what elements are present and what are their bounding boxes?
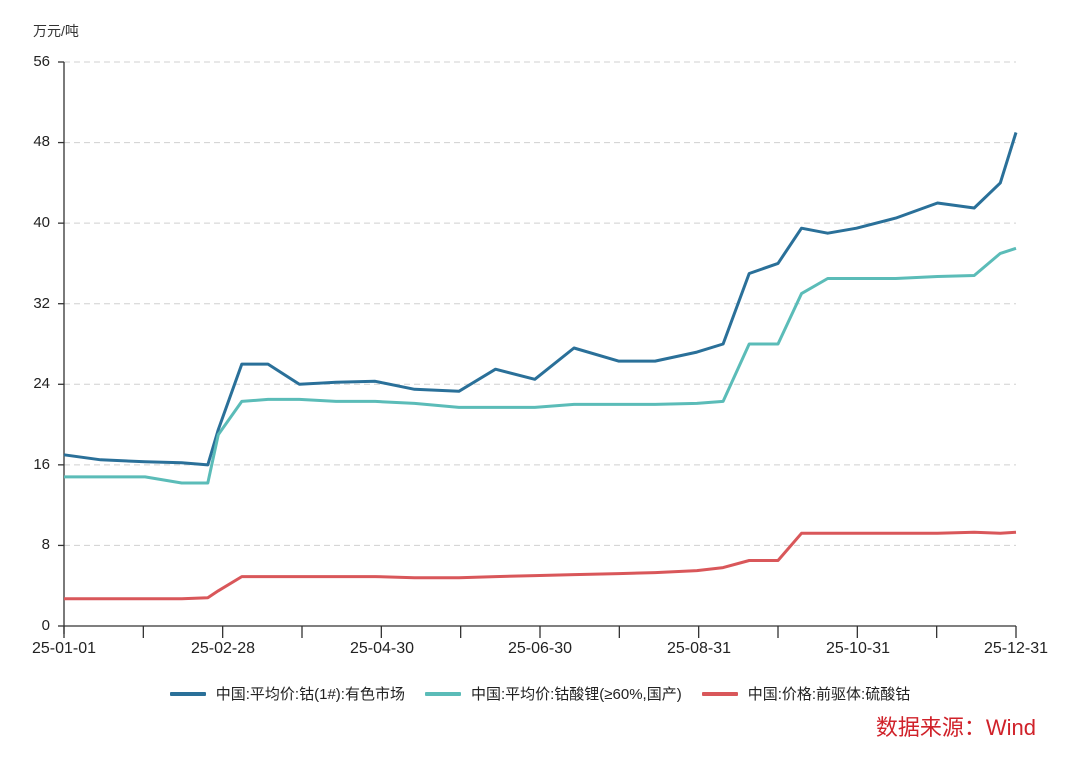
- y-tick-label: 0: [41, 617, 50, 634]
- legend-swatch-icon: [169, 691, 206, 696]
- legend-label: 中国:平均价:钴(1#):有色市场: [215, 686, 405, 703]
- legend-swatch-icon: [701, 691, 738, 696]
- y-tick-label: 8: [41, 536, 50, 553]
- legend-item-cobalt[interactable]: 中国:平均价:钴(1#):有色市场: [169, 683, 405, 704]
- y-tick-label: 24: [33, 375, 50, 392]
- data-lines: [63, 132, 1018, 601]
- series-line: [63, 132, 1018, 467]
- y-tick-label: 40: [33, 214, 50, 231]
- chart-legend: 中国:平均价:钴(1#):有色市场 中国:平均价:钴酸锂(≥60%,国产) 中国…: [0, 683, 1080, 704]
- y-tick-label: 48: [33, 133, 50, 150]
- x-tick-label: 25-08-31: [666, 640, 732, 657]
- gridlines: [64, 61, 1016, 546]
- legend-item-cobalt-sulfate[interactable]: 中国:价格:前驱体:硫酸钴: [701, 683, 911, 704]
- y-tick-label: 56: [33, 53, 50, 70]
- x-tick-label: 25-06-30: [507, 640, 573, 657]
- y-tick-label: 16: [33, 456, 50, 473]
- legend-label: 中国:平均价:钴酸锂(≥60%,国产): [470, 686, 682, 703]
- y-tick-label: 32: [33, 295, 50, 312]
- x-tick-label: 25-04-30: [349, 640, 415, 657]
- x-tick-label: 25-02-28: [190, 640, 256, 657]
- legend-item-lithium-cobaltate[interactable]: 中国:平均价:钴酸锂(≥60%,国产): [424, 683, 682, 704]
- series-line: [64, 246, 1017, 485]
- y-axis-unit-label: 万元/吨: [33, 23, 79, 39]
- x-tick-label: 25-01-01: [31, 640, 97, 657]
- legend-swatch-icon: [424, 691, 461, 696]
- x-tick-label: 25-10-31: [825, 640, 891, 657]
- axes: [58, 61, 1017, 638]
- legend-label: 中国:价格:前驱体:硫酸钴: [747, 686, 911, 703]
- x-tick-label: 25-12-31: [983, 640, 1049, 657]
- series-line: [64, 530, 1017, 601]
- data-source-note: 数据来源：Wind: [875, 715, 1036, 740]
